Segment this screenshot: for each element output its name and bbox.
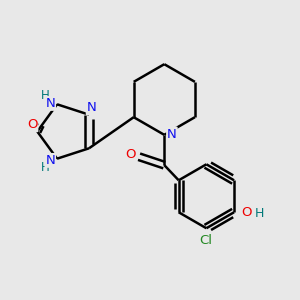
Text: N: N: [87, 101, 96, 114]
Text: O: O: [27, 118, 38, 131]
Text: O: O: [242, 206, 252, 219]
Text: Cl: Cl: [199, 233, 212, 247]
Text: N: N: [167, 128, 177, 140]
Text: N: N: [45, 154, 55, 167]
Text: H: H: [41, 161, 50, 174]
Text: N: N: [45, 97, 55, 110]
Text: O: O: [125, 148, 136, 161]
Text: H: H: [41, 88, 50, 101]
Text: H: H: [255, 207, 264, 220]
